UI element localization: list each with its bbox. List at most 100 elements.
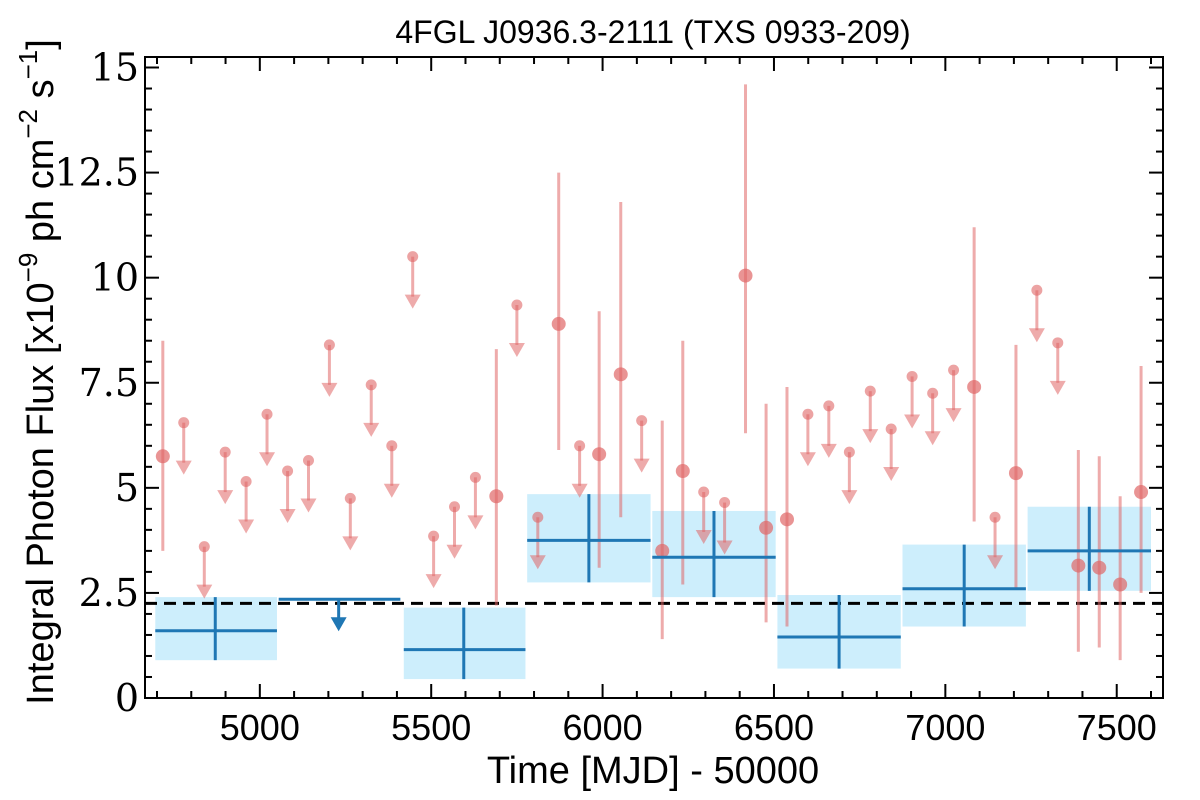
upper-limit-point [323, 339, 335, 351]
upper-limit-arrow [820, 443, 837, 458]
upper-limit-arrow [342, 536, 359, 551]
upper-limit-point [574, 440, 586, 452]
upper-limit-arrow [404, 294, 421, 309]
upper-limit-point [178, 417, 190, 429]
short-bin-point [1071, 558, 1086, 573]
upper-limit-point [198, 541, 210, 553]
upper-limit-point [802, 408, 814, 420]
short-bin-point [489, 489, 504, 504]
upper-limit-arrow [799, 452, 816, 467]
upper-limit-arrow [1028, 328, 1045, 343]
y-tick-label: 0 [115, 676, 139, 720]
y-tick-label: 12.5 [54, 151, 139, 195]
y-tick-label: 10 [91, 256, 139, 300]
upper-limit-point [449, 501, 461, 513]
upper-limit-point [927, 387, 939, 399]
upper-limit-point [698, 486, 710, 498]
short-bin-point [967, 379, 982, 394]
upper-limit-arrow [695, 530, 712, 545]
upper-limit-point [219, 446, 231, 458]
upper-limit-arrow [259, 452, 276, 467]
upper-limit-arrow [321, 382, 338, 397]
upper-limit-point [843, 446, 855, 458]
upper-limit-arrow [862, 429, 879, 444]
plot-frame [144, 56, 1164, 699]
y-axis-label-exp1: −9 [13, 253, 43, 283]
upper-limit-point [823, 400, 835, 412]
axis-ticks [145, 57, 1163, 699]
upper-limit-point [719, 497, 731, 509]
y-axis-label-exp3: −1 [13, 50, 43, 80]
y-axis-label-prefix: Integral Photon Flux [x10 [20, 282, 62, 704]
short-bin-point [655, 543, 670, 558]
short-bin-point [675, 464, 690, 479]
y-axis-label-s: s [20, 79, 62, 109]
upper-limit-arrow [716, 540, 733, 555]
short-bin-point [779, 512, 794, 527]
upper-limit-arrow [841, 490, 858, 505]
short-bin-point [613, 367, 628, 382]
short-bin-point [759, 520, 774, 535]
upper-limit-arrow [467, 515, 484, 530]
x-tick-label: 5500 [391, 707, 471, 748]
upper-limit-arrow [571, 483, 588, 498]
upper-limit-point [636, 415, 648, 427]
upper-limit-point [511, 299, 523, 311]
short-bin-point [592, 447, 607, 462]
short-bin-point [1134, 485, 1149, 500]
upper-limit-arrow [238, 519, 255, 534]
upper-limit-arrow [633, 458, 650, 473]
upper-limit-arrow [196, 584, 213, 599]
x-axis-label: Time [MJD] - 50000 [487, 750, 819, 792]
chart-title: 4FGL J0936.3-2111 (TXS 0933-209) [395, 14, 910, 50]
upper-limit-arrow [924, 431, 941, 446]
upper-limit-arrow [1049, 380, 1066, 395]
upper-limit-arrow [363, 422, 380, 437]
upper-limit-arrow [279, 509, 296, 524]
upper-limit-point [261, 408, 273, 420]
upper-limit-point [1052, 337, 1064, 349]
upper-limit-arrow [383, 483, 400, 498]
y-tick-label: 5 [115, 466, 139, 510]
upper-limit-arrow [987, 555, 1004, 570]
short-bin-point [1113, 577, 1128, 592]
upper-limit-arrow [300, 498, 317, 513]
upper-limit-point [282, 465, 294, 477]
short-bin-point [551, 316, 566, 331]
x-tick-label: 7500 [1077, 707, 1157, 748]
upper-limit-point [365, 379, 377, 391]
upper-limit-point [885, 423, 897, 435]
long-bin-upper-limit-arrow [330, 617, 347, 632]
x-tick-label: 7000 [905, 707, 985, 748]
upper-limit-point [1031, 284, 1043, 296]
long-bin-error-bands [155, 494, 1152, 680]
upper-limit-point [532, 511, 544, 523]
short-bin-point [1008, 466, 1023, 481]
x-tick-labels: 5000 5500 6000 6500 7000 7500 [220, 707, 1157, 748]
y-tick-label: 7.5 [79, 361, 139, 405]
short-bin-point [738, 268, 753, 283]
y-tick-label: 15 [91, 46, 139, 90]
short-bin-points [155, 84, 1149, 661]
upper-limit-point [989, 511, 1001, 523]
upper-limit-point [864, 385, 876, 397]
y-axis-label-exp2: −2 [13, 109, 43, 139]
upper-limit-arrow [446, 544, 463, 559]
upper-limit-point [906, 370, 918, 382]
y-tick-labels: 0 2.5 5 7.5 10 12.5 15 [54, 46, 139, 720]
upper-limit-arrow [529, 555, 546, 570]
upper-limit-point [469, 471, 481, 483]
upper-limit-point [240, 476, 252, 488]
y-axis-label: Integral Photon Flux [x10−9 ph cm−2 s−1] [13, 39, 62, 705]
upper-limit-point [428, 530, 440, 542]
upper-limit-arrow [425, 574, 442, 589]
upper-limit-arrow [883, 466, 900, 481]
upper-limit-arrow [217, 490, 234, 505]
short-bin-point [1092, 560, 1107, 575]
upper-limit-arrow [175, 460, 192, 475]
x-tick-label: 6500 [734, 707, 814, 748]
upper-limit-point [407, 251, 419, 263]
upper-limit-point [386, 440, 398, 452]
y-tick-label: 2.5 [79, 571, 139, 615]
